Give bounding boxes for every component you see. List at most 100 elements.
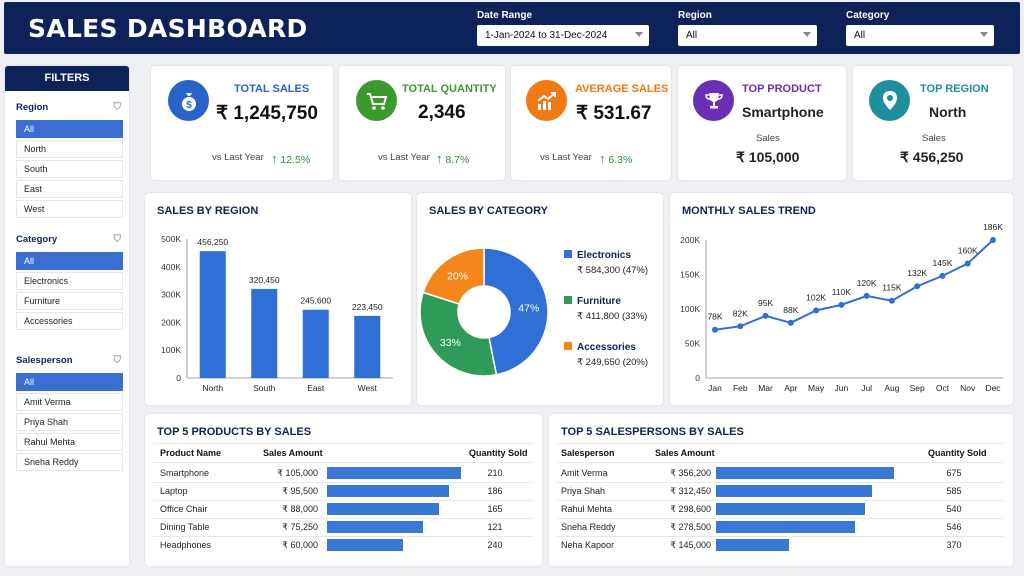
bar-south [251,288,278,378]
sales-by-category-chart: 47% Electronics ₹ 584,300 (47%) 33% Furnitur… [419,247,648,377]
kpi-title: TOTAL QUANTITY [402,83,497,95]
table-bar [327,485,449,497]
panel-title: SALES BY REGION [157,205,259,217]
region-section-header: Region ⛉ [16,102,123,118]
bar-value-label: 456,250 [197,237,228,247]
salesperson-option-amit-verma[interactable]: Amit Verma [16,393,123,411]
x-tick-label: East [307,383,325,393]
sales-by-region-chart: 0 100K 200K 300K 400K 500K 456,250 North 320,450… [161,234,393,393]
date-range-value: 1-Jan-2024 to 31-Dec-2024 [485,30,608,41]
y-tick-label: 300K [161,290,181,300]
filter-icon[interactable]: ⛉ [113,234,122,245]
kpi-comparison-label: vs Last Year [212,152,264,163]
legend-label: Furniture [577,296,621,307]
top-product-name: Smartphone [742,104,824,120]
kpi-sub-label: Sales [756,133,780,144]
table-bar [716,539,789,551]
panel-title: TOP 5 PRODUCTS BY SALES [157,426,312,438]
table-cell-name: Smartphone [160,468,210,478]
top-region-name: North [929,104,967,120]
table-cell-amount: ₹ 298,600 [670,504,711,514]
kpi-card-total-quantity: TOTAL QUANTITY 2,346 vs Last Year ↑ 8.7% [339,66,505,180]
table-cell-name: Amit Verma [561,468,608,478]
point-value-label: 95K [758,298,773,308]
x-tick-label: Mar [758,383,773,393]
x-tick-label: Nov [960,383,976,393]
kpi-comparison-label: vs Last Year [378,152,430,163]
legend-label: Electronics [577,250,631,261]
table-cell-qty: 121 [487,522,503,532]
data-point-jun [838,301,845,308]
region-option-north[interactable]: North [16,140,123,158]
kpi-card-average-sales: AVERAGE SALES ₹ 531.67 vs Last Year ↑ 6.… [511,66,671,180]
row-divider [153,536,534,537]
table-bar [716,485,873,497]
data-point-may [813,307,820,314]
table-cell-qty: 186 [487,486,503,496]
salesperson-option-priya-shah[interactable]: Priya Shah [16,413,123,431]
table-bar [327,503,439,515]
table-bar [327,467,461,479]
arrow-up-icon: ↑ [271,151,278,166]
table-bar [327,539,404,551]
category-option-accessories[interactable]: Accessories [16,312,123,330]
panel-title: MONTHLY SALES TREND [682,205,816,217]
bar-west [354,315,381,378]
table-cell-qty: 675 [946,468,962,478]
y-tick-label: 200K [680,235,700,245]
salesperson-option-sneha-reddy[interactable]: Sneha Reddy [16,453,123,471]
table-bar [716,521,856,533]
region-select[interactable]: All [678,25,817,46]
top-salespersons-panel: TOP 5 SALESPERSONS BY SALES Salesperson S… [549,414,1013,566]
slice-percent-label: 33% [440,337,461,349]
y-tick-label: 200K [161,317,181,327]
category-option-all[interactable]: All [16,252,123,270]
bar-north [199,251,226,378]
column-header: Quantity Sold [928,448,987,458]
row-divider [557,482,1005,483]
point-value-label: 88K [783,305,798,315]
category-select[interactable]: All [846,25,994,46]
data-point-jul [863,292,870,299]
table-cell-name: Laptop [160,486,188,496]
table-cell-amount: ₹ 75,250 [282,522,318,532]
salesperson-option-all[interactable]: All [16,373,123,391]
top-products-table: Product Name Sales Amount Quantity Sold Sma… [145,414,542,566]
category-option-electronics[interactable]: Electronics [16,272,123,290]
y-tick-label: 500K [161,234,181,244]
legend-value: ₹ 249,650 (20%) [577,357,648,368]
slice-percent-label: 47% [518,303,539,315]
category-filter: Category All [846,10,994,46]
point-value-label: 78K [707,312,722,322]
y-tick-label: 100K [161,345,181,355]
data-point-sep [914,283,921,290]
kpi-delta-value: 6.3% [608,154,633,166]
date-range-select[interactable]: 1-Jan-2024 to 31-Dec-2024 [477,25,649,46]
category-option-furniture[interactable]: Furniture [16,292,123,310]
region-option-west[interactable]: West [16,200,123,218]
category-filter-section: Category ⛉ All Electronics Furniture Acc… [16,234,123,330]
kpi-title: TOP REGION [920,83,989,95]
data-point-mar [762,312,769,319]
region-option-all[interactable]: All [16,120,123,138]
table-cell-amount: ₹ 60,000 [282,540,318,550]
salesperson-filter-section: Salesperson ⛉ All Amit Verma Priya Shah … [16,355,123,471]
table-cell-amount: ₹ 88,000 [282,504,318,514]
region-option-east[interactable]: East [16,180,123,198]
filter-icon[interactable]: ⛉ [113,102,122,113]
slice-accessories [422,247,485,305]
region-option-south[interactable]: South [16,160,123,178]
data-point-apr [787,319,794,326]
trophy-icon [693,80,734,121]
chevron-down-icon [980,32,988,37]
filter-icon[interactable]: ⛉ [113,355,122,366]
table-cell-name: Sneha Reddy [561,522,616,532]
region-filter-section: Region ⛉ All North South East West [16,102,123,218]
table-cell-name: Priya Shah [561,486,606,496]
monthly-sales-trend-panel: MONTHLY SALES TREND 0 50K 100K 150K 200K 78K J… [670,193,1013,405]
legend-swatch [564,250,572,258]
chevron-down-icon [803,32,811,37]
panel-title: SALES BY CATEGORY [429,205,548,217]
bar-value-label: 245,600 [300,296,331,306]
salesperson-option-rahul-mehta[interactable]: Rahul Mehta [16,433,123,451]
